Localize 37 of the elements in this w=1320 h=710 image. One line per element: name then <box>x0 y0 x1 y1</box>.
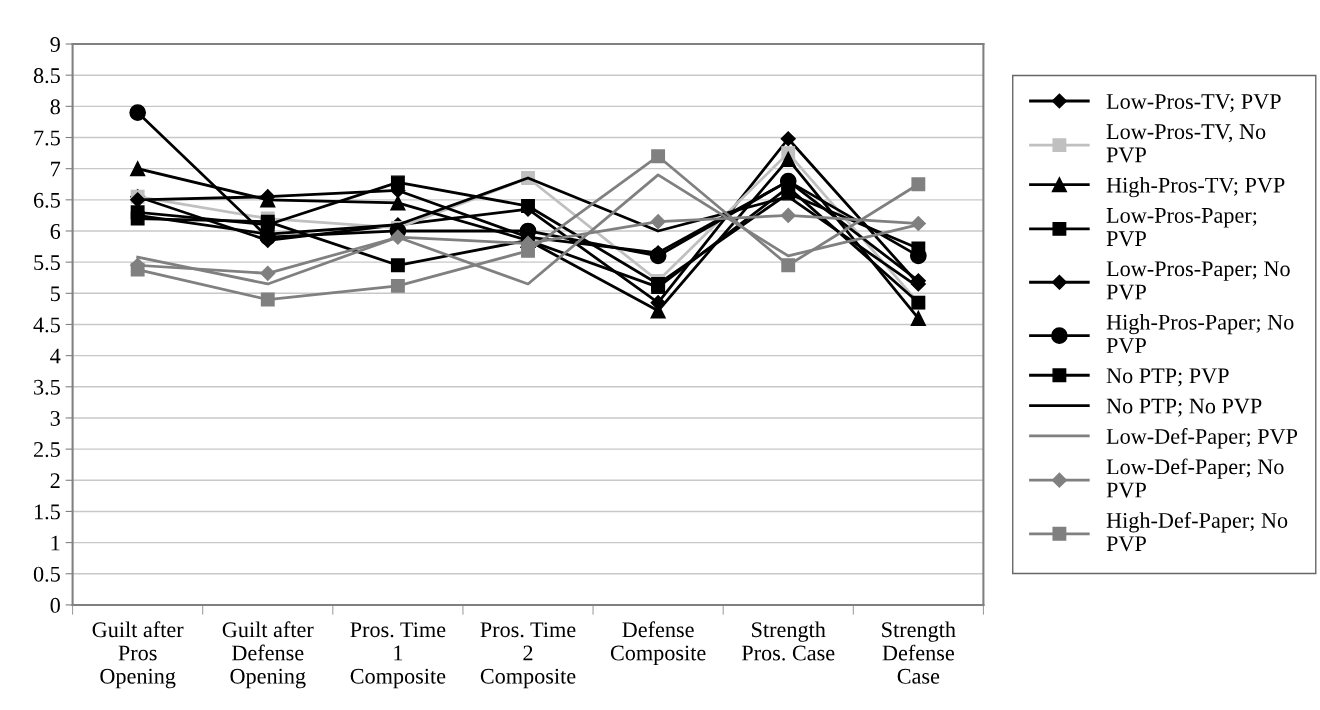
y-tick-label: 6 <box>50 223 61 239</box>
y-tick-label: 7 <box>51 161 61 177</box>
x-tick-label: Pros. Time 2 Composite <box>480 622 576 689</box>
legend-label: Low-Pros-TV; PVP <box>1106 94 1281 113</box>
legend-label: No PTP; PVP <box>1106 368 1229 387</box>
legend-label: Low-Def-Paper; No PVP <box>1106 458 1284 498</box>
legend-label: High-Pros-Paper; No PVP <box>1106 314 1294 354</box>
y-tick-label: 6.5 <box>33 192 60 208</box>
y-tick-label: 2 <box>50 473 60 488</box>
y-tick-label: 5 <box>50 286 60 302</box>
legend-label: Low-Pros-Paper; PVP <box>1106 208 1257 247</box>
y-tick-label: 0 <box>50 597 60 613</box>
y-tick-label: 4 <box>50 348 61 364</box>
y-tick-label: 3 <box>50 410 60 426</box>
y-tick-label: 7.5 <box>34 130 60 146</box>
y-tick-label: 9 <box>50 37 60 52</box>
x-tick-label: Pros. Time 1 Composite <box>350 622 446 689</box>
y-tick-label: 8 <box>50 99 60 115</box>
legend-label: No PTP; No PVP <box>1106 398 1262 417</box>
y-tick-label: 8.5 <box>33 68 60 84</box>
y-tick-label: 0.5 <box>33 566 60 582</box>
y-tick-label: 1 <box>51 535 60 551</box>
x-tick-label: Strength Defense Case <box>882 621 956 684</box>
x-tick-label: Defense Composite <box>610 621 706 665</box>
legend-label: High-Pros-TV; PVP <box>1106 177 1285 198</box>
x-tick-label: Guilt after Defense Opening <box>222 621 314 689</box>
y-tick-label: 2.5 <box>33 442 60 458</box>
legend-label: Low-Def-Paper; PVP <box>1106 428 1298 449</box>
y-tick-label: 3.5 <box>34 379 60 395</box>
x-tick-label: Strength Pros. Case <box>741 621 835 661</box>
x-tick-label: Guilt after Pros Opening <box>92 621 184 689</box>
y-tick-label: 5.5 <box>34 255 60 271</box>
y-tick-label: 1.5 <box>34 504 60 520</box>
legend-label: Low-Pros-Paper; No PVP <box>1106 261 1290 300</box>
y-tick-label: 4.5 <box>33 317 60 333</box>
legend-label: Low-Pros-TV, No PVP <box>1106 124 1266 163</box>
legend-label: High-Def-Paper; No PVP <box>1106 512 1288 552</box>
